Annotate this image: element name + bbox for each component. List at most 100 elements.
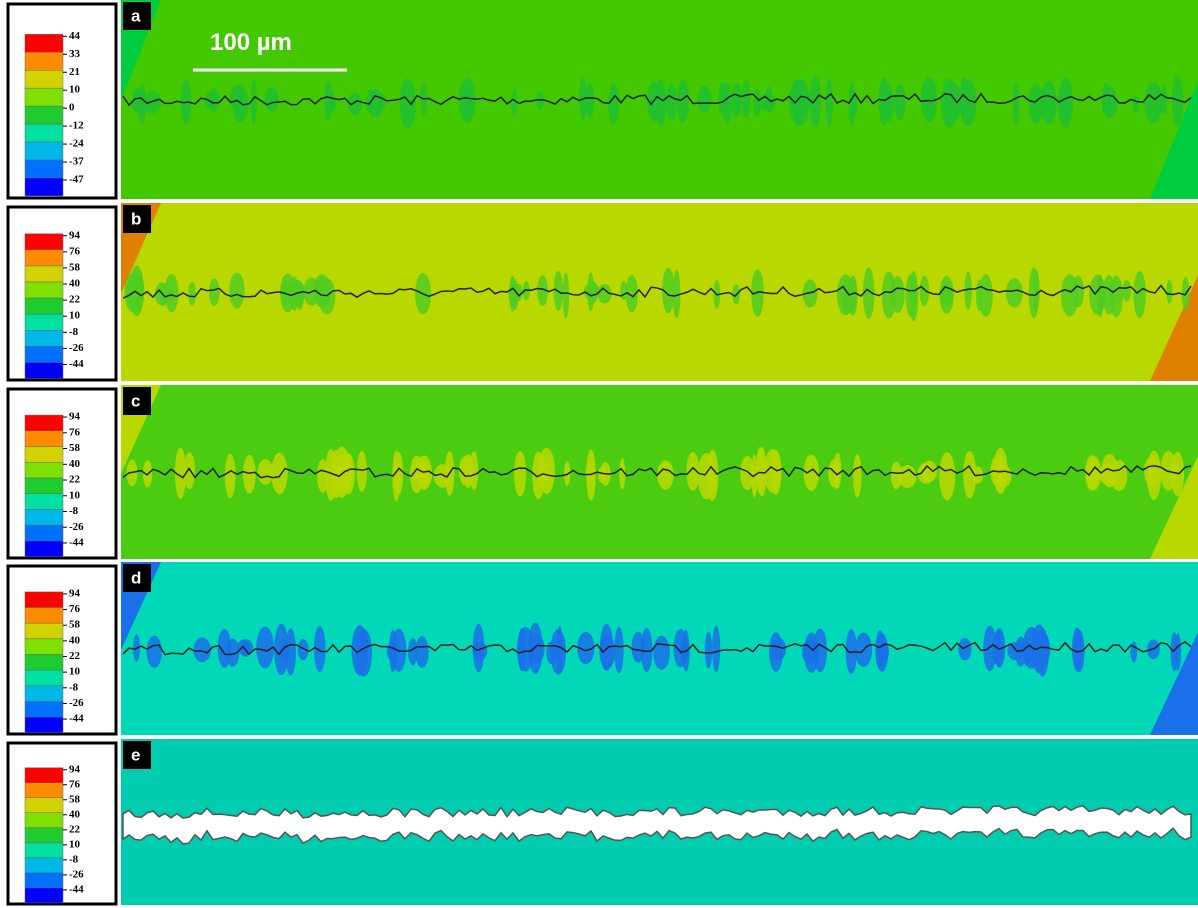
contour-blob: [599, 623, 614, 672]
legend-tick-label: 40: [69, 278, 81, 290]
contour-blob: [183, 452, 195, 490]
contour-blob: [958, 637, 972, 661]
contour-blob: [939, 452, 956, 501]
contour-blob: [193, 637, 211, 663]
contour-blob: [462, 88, 472, 114]
contour-blob: [946, 83, 962, 121]
contour-blob: [297, 638, 309, 661]
panel-label: e: [131, 745, 140, 764]
legend-swatch: [24, 872, 64, 889]
legend-tick-label: 94: [69, 587, 81, 599]
contour-blob: [146, 635, 162, 668]
contour-blob: [229, 272, 245, 309]
contour-blob: [959, 78, 977, 126]
legend-tick-label: 10: [69, 489, 81, 501]
contour-blob: [1012, 81, 1020, 126]
contour-blob: [1130, 641, 1138, 663]
contour-blob: [415, 636, 429, 668]
legend-tick-label: -26: [69, 697, 84, 709]
contour-blob: [225, 638, 240, 667]
legend-swatch: [24, 857, 64, 874]
panel-label-box: [123, 741, 151, 769]
legend-tick-label: 76: [69, 778, 81, 790]
contour-blob: [802, 279, 818, 308]
legend-tick-label: -8: [69, 326, 79, 338]
legend-swatch: [24, 462, 64, 479]
contour-blob: [878, 643, 890, 661]
contour-blob: [256, 626, 274, 669]
contour-blob: [894, 84, 906, 120]
legend-swatch: [24, 509, 64, 526]
legend-tick-label: 40: [69, 458, 81, 470]
panel: 94 76 58 40 22 10 -8 -26 -44 e: [6, 739, 1198, 906]
legend-swatch: [24, 540, 64, 557]
legend-swatch: [24, 797, 64, 814]
contour-blob: [825, 78, 833, 128]
legend-tick-label: -26: [69, 521, 84, 533]
legend-swatch: [24, 842, 64, 859]
contour-blob: [250, 79, 257, 125]
contour-blob: [862, 267, 875, 319]
contour-blob: [1102, 275, 1116, 315]
contour-blob: [1071, 627, 1083, 672]
contour-blob: [655, 79, 667, 127]
panel: 94 76 58 40 22 10 -8 -26 -44 c: [6, 385, 1198, 560]
panel-label-box: [123, 564, 151, 592]
contour-blob: [1102, 82, 1110, 114]
legend-tick-label: 22: [69, 823, 81, 835]
panel: 94 76 58 40 22 10 -8 -26 -44 b: [6, 203, 1198, 382]
legend-tick-label: -44: [69, 713, 84, 725]
legend-swatch: [24, 607, 64, 624]
contour-blob: [963, 450, 977, 499]
contour-blob: [1040, 81, 1057, 125]
legend-tick-label: 58: [69, 442, 81, 454]
panel-label-box: [123, 205, 151, 233]
contour-blob: [264, 86, 279, 112]
legend-swatch: [24, 233, 64, 251]
panel-label: a: [131, 6, 141, 25]
contour-blob: [1033, 270, 1040, 311]
legend-swatch: [24, 313, 64, 331]
legend-tick-label: 58: [69, 261, 81, 273]
panel-label: c: [131, 391, 140, 410]
contour-blob: [740, 455, 755, 491]
contour-blob: [546, 641, 557, 665]
legend-tick-label: -8: [69, 505, 79, 517]
panel-label-box: [123, 387, 151, 415]
legend-tick-label: -47: [69, 174, 84, 186]
legend-tick-label: 10: [69, 838, 81, 850]
contour-blob: [1057, 86, 1072, 121]
legend-tick-label: 0: [69, 102, 75, 114]
contour-blob: [898, 465, 917, 488]
contour-blob: [224, 453, 236, 499]
panel: 94 76 58 40 22 10 -8 -26 -44 d: [6, 562, 1198, 736]
legend-tick-label: 40: [69, 634, 81, 646]
legend-swatch: [24, 34, 64, 53]
legend-tick-label: -44: [69, 883, 84, 895]
legend-swatch: [24, 701, 64, 718]
legend-tick-label: -8: [69, 853, 79, 865]
contour-blob: [696, 85, 712, 113]
contour-blob: [514, 283, 523, 302]
contour-blob: [1031, 624, 1047, 674]
contour-blob: [138, 84, 147, 124]
contour-blob: [208, 278, 220, 306]
legend-tick-label: 94: [69, 411, 81, 423]
contour-blob: [562, 272, 570, 319]
contour-blob: [666, 83, 677, 122]
legend-swatch: [24, 177, 64, 197]
legend-swatch: [24, 524, 64, 542]
contour-blob: [1160, 85, 1168, 115]
legend-tick-label: 44: [69, 30, 81, 42]
legend-swatch: [24, 105, 64, 125]
contour-blob: [1133, 271, 1146, 318]
legend-tick-label: -24: [69, 138, 84, 150]
contour-blob: [164, 274, 179, 313]
contour-blob: [803, 454, 820, 492]
legend-swatch: [24, 782, 64, 799]
legend-tick-label: -37: [69, 156, 84, 168]
legend-swatch: [24, 591, 64, 608]
contour-blob: [1144, 81, 1162, 124]
